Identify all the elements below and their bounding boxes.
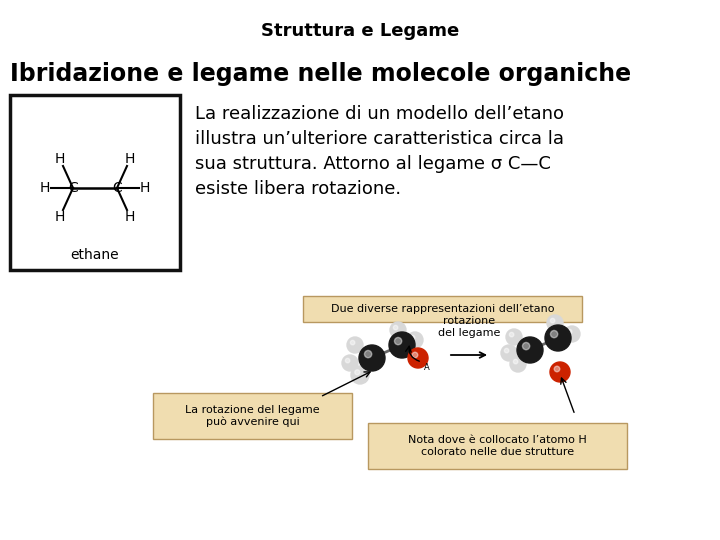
Text: C: C: [68, 181, 78, 195]
Circle shape: [390, 322, 406, 338]
Circle shape: [550, 362, 570, 382]
FancyBboxPatch shape: [368, 423, 627, 469]
Circle shape: [408, 348, 428, 368]
Text: Struttura e Legame: Struttura e Legame: [261, 22, 459, 40]
FancyBboxPatch shape: [303, 296, 582, 322]
Circle shape: [551, 330, 558, 338]
Text: Nota dove è collocato l’atomo H
colorato nelle due strutture: Nota dove è collocato l’atomo H colorato…: [408, 435, 587, 457]
Circle shape: [393, 326, 398, 330]
Text: H: H: [125, 152, 135, 166]
FancyBboxPatch shape: [10, 95, 180, 270]
Circle shape: [506, 329, 522, 345]
Circle shape: [554, 366, 560, 372]
Circle shape: [347, 337, 363, 353]
Text: sua struttura. Attorno al legame σ C—C: sua struttura. Attorno al legame σ C—C: [195, 155, 551, 173]
Circle shape: [395, 338, 402, 345]
Circle shape: [545, 325, 571, 351]
Text: rotazione
del legame: rotazione del legame: [438, 316, 500, 338]
Text: C: C: [112, 181, 122, 195]
Text: H: H: [125, 210, 135, 224]
Text: Due diverse rappresentazioni dell’etano: Due diverse rappresentazioni dell’etano: [330, 304, 554, 314]
Circle shape: [355, 370, 360, 375]
Circle shape: [523, 342, 530, 350]
Circle shape: [509, 332, 514, 337]
Circle shape: [346, 359, 350, 363]
Text: esiste libera rotazione.: esiste libera rotazione.: [195, 180, 401, 198]
Text: Ibridazione e legame nelle molecole organiche: Ibridazione e legame nelle molecole orga…: [10, 62, 631, 86]
Circle shape: [364, 350, 372, 357]
Circle shape: [513, 359, 518, 364]
Text: La realizzazione di un modello dell’etano: La realizzazione di un modello dell’etan…: [195, 105, 564, 123]
Circle shape: [407, 332, 423, 348]
Circle shape: [547, 315, 563, 331]
Circle shape: [389, 332, 415, 358]
Circle shape: [412, 352, 418, 358]
Circle shape: [342, 355, 358, 371]
Circle shape: [550, 319, 555, 323]
Circle shape: [567, 329, 572, 334]
Circle shape: [504, 348, 509, 353]
Text: illustra un’ulteriore caratteristica circa la: illustra un’ulteriore caratteristica cir…: [195, 130, 564, 148]
FancyBboxPatch shape: [153, 393, 352, 439]
Text: ethane: ethane: [71, 248, 120, 262]
Circle shape: [410, 335, 415, 340]
Circle shape: [351, 366, 369, 384]
Text: H: H: [55, 152, 66, 166]
Text: H: H: [40, 181, 50, 195]
Circle shape: [564, 326, 580, 342]
Text: A: A: [424, 363, 430, 372]
Circle shape: [517, 337, 543, 363]
Text: H: H: [55, 210, 66, 224]
Circle shape: [501, 345, 517, 361]
Text: H: H: [140, 181, 150, 195]
Circle shape: [351, 340, 355, 345]
Text: La rotazione del legame
può avvenire qui: La rotazione del legame può avvenire qui: [185, 405, 320, 427]
Circle shape: [359, 345, 385, 371]
Circle shape: [510, 356, 526, 372]
